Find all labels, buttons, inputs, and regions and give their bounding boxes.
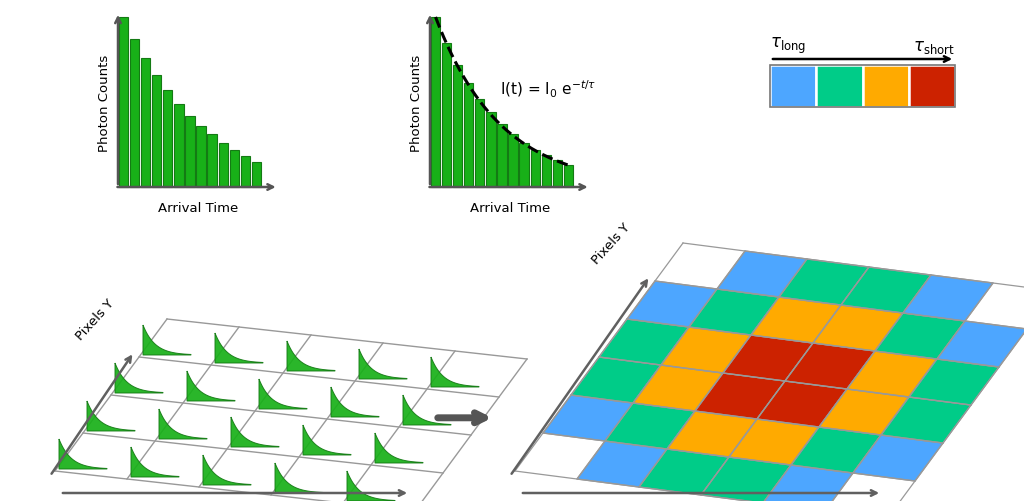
Bar <box>564 165 573 188</box>
Polygon shape <box>431 357 479 387</box>
Polygon shape <box>143 325 191 355</box>
Bar <box>174 105 183 188</box>
Polygon shape <box>847 351 937 397</box>
Polygon shape <box>717 252 807 298</box>
Text: $\tau_{\rm short}$: $\tau_{\rm short}$ <box>913 38 955 56</box>
Bar <box>475 99 484 188</box>
Text: Photon Counts: Photon Counts <box>411 54 424 151</box>
Text: Photon Counts: Photon Counts <box>98 54 112 151</box>
Bar <box>141 59 151 188</box>
Text: Arrival Time: Arrival Time <box>470 201 550 214</box>
Bar <box>542 155 551 188</box>
Bar <box>218 143 227 188</box>
Polygon shape <box>791 427 881 473</box>
Polygon shape <box>577 441 667 487</box>
Polygon shape <box>203 455 251 485</box>
Polygon shape <box>303 425 351 455</box>
Bar <box>464 84 473 188</box>
Bar <box>130 40 139 188</box>
Bar <box>163 91 172 188</box>
Polygon shape <box>819 389 909 435</box>
Polygon shape <box>605 403 695 449</box>
Polygon shape <box>347 471 395 501</box>
Polygon shape <box>287 341 335 371</box>
Polygon shape <box>187 371 234 401</box>
Bar <box>119 18 128 188</box>
Text: Pixels Y: Pixels Y <box>590 220 633 267</box>
Polygon shape <box>695 373 785 419</box>
Polygon shape <box>543 395 633 441</box>
Bar <box>770 66 955 108</box>
Bar <box>486 113 496 188</box>
Bar <box>197 127 206 188</box>
Polygon shape <box>785 343 874 389</box>
Polygon shape <box>751 298 841 343</box>
Polygon shape <box>874 313 965 359</box>
Polygon shape <box>231 417 279 447</box>
Bar <box>431 18 440 188</box>
Bar <box>498 125 507 188</box>
Polygon shape <box>627 282 717 327</box>
Polygon shape <box>903 276 993 321</box>
Bar <box>816 66 862 108</box>
Bar <box>252 162 261 188</box>
Bar <box>208 135 217 188</box>
Polygon shape <box>215 333 263 363</box>
Polygon shape <box>881 397 971 443</box>
Polygon shape <box>375 433 423 463</box>
Bar <box>241 157 250 188</box>
Polygon shape <box>723 335 813 381</box>
Polygon shape <box>403 395 451 425</box>
Bar <box>153 76 162 188</box>
Polygon shape <box>662 327 751 373</box>
Bar <box>908 66 955 108</box>
Polygon shape <box>909 359 999 405</box>
Polygon shape <box>59 439 106 469</box>
Bar <box>519 143 528 188</box>
Polygon shape <box>275 463 323 493</box>
Polygon shape <box>937 321 1024 367</box>
Polygon shape <box>813 306 903 351</box>
Polygon shape <box>599 319 689 365</box>
Polygon shape <box>131 447 179 477</box>
Bar <box>453 66 462 188</box>
Text: I(t) = I$_0$ e$^{-t/\tau}$: I(t) = I$_0$ e$^{-t/\tau}$ <box>500 79 596 100</box>
Polygon shape <box>689 290 779 335</box>
Bar <box>553 160 562 188</box>
Polygon shape <box>853 435 943 481</box>
Polygon shape <box>779 260 869 306</box>
Bar <box>185 116 195 188</box>
Polygon shape <box>359 349 407 379</box>
Bar <box>530 150 540 188</box>
Bar <box>229 150 239 188</box>
Polygon shape <box>763 465 853 501</box>
Text: $\tau_{\rm long}$: $\tau_{\rm long}$ <box>770 36 806 56</box>
Polygon shape <box>115 363 163 393</box>
Polygon shape <box>667 411 757 457</box>
Polygon shape <box>729 419 819 465</box>
Bar <box>862 66 908 108</box>
Polygon shape <box>571 357 662 403</box>
Text: Arrival Time: Arrival Time <box>158 201 238 214</box>
Bar <box>442 44 452 188</box>
Polygon shape <box>259 379 307 409</box>
Polygon shape <box>841 268 931 313</box>
Polygon shape <box>159 409 207 439</box>
Bar <box>770 66 816 108</box>
Polygon shape <box>87 401 135 431</box>
Text: Pixels Y: Pixels Y <box>74 297 117 342</box>
Polygon shape <box>639 449 729 495</box>
Polygon shape <box>757 381 847 427</box>
Bar <box>508 135 518 188</box>
Polygon shape <box>331 387 379 417</box>
Polygon shape <box>701 457 791 501</box>
Polygon shape <box>633 365 723 411</box>
